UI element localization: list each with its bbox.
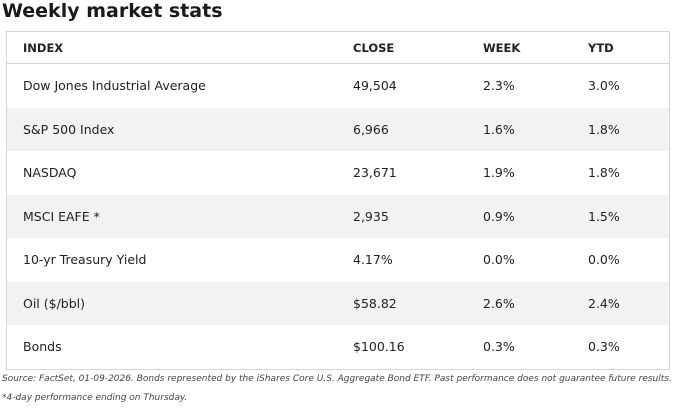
table-cell: 0.3% [588,339,620,355]
table-row: NASDAQ 23,671 1.9% 1.8% [7,151,670,195]
footnote: Source: FactSet, 01-09-2026. Bonds repre… [2,374,672,403]
column-header: WEEK [483,31,588,64]
table-row: Oil ($/bbl) $58.82 2.6% 2.4% [6,281,670,325]
table-cell: $100.16 [353,339,405,355]
table-cell: Bonds [23,339,62,355]
table-row: 10-yr Treasury Yield 4.17% 0.0% 0.0% [7,238,670,282]
table-cell: 1.5% [588,194,670,238]
table-cell: MSCI EAFE * [6,194,353,238]
table-cell: 4.17% [353,252,393,268]
table-cell: 0.0% [483,252,515,268]
title: Weekly market stats [2,0,223,22]
table-cell: 23,671 [353,165,397,181]
table-cell: 1.9% [483,165,515,181]
table-cell: 0.9% [483,194,588,238]
table-cell: 2,935 [353,194,483,238]
table-cell: 3.0% [588,78,620,94]
table-cell: 10-yr Treasury Yield [23,252,147,268]
table-cell: 2.4% [588,281,670,325]
table-cell: 49,504 [353,78,397,94]
market-table: INDEX CLOSE WEEK YTD Dow Jones Industrial A… [6,31,670,370]
table-cell: NASDAQ [23,165,77,181]
table-cell: 6,966 [353,107,483,151]
table-cell: 1.6% [483,107,588,151]
table-cell: S&P 500 Index [6,107,353,151]
table-cell: 1.8% [588,165,620,181]
table-row: MSCI EAFE * 2,935 0.9% 1.5% [6,194,670,238]
header-row: INDEX CLOSE WEEK YTD [6,31,670,64]
table-row: Dow Jones Industrial Average 49,504 2.3% 3.… [7,64,670,108]
column-header: CLOSE [353,31,483,64]
table-cell: Oil ($/bbl) [6,281,353,325]
table-cell: 1.8% [588,107,670,151]
column-header: YTD [588,31,670,64]
table-cell: Dow Jones Industrial Average [23,78,206,94]
table-cell: 2.3% [483,78,515,94]
table-body: Dow Jones Industrial Average 49,504 2.3% 3.… [6,64,670,370]
table-row: Bonds $100.16 0.3% 0.3% [7,325,670,369]
table-cell: $58.82 [353,281,483,325]
column-header: INDEX [6,31,353,64]
table-cell: 0.3% [483,339,515,355]
table-cell: 0.0% [588,252,620,268]
table-cell: 2.6% [483,281,588,325]
table-row: S&P 500 Index 6,966 1.6% 1.8% [6,107,670,151]
